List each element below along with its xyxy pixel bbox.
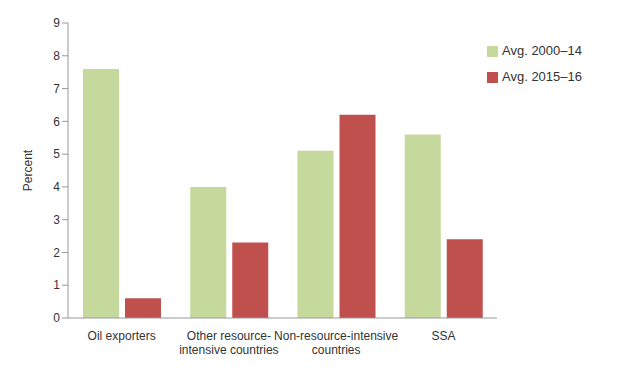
svg-text:3: 3 xyxy=(53,213,60,227)
svg-text:7: 7 xyxy=(53,82,60,96)
svg-text:SSA: SSA xyxy=(431,329,455,343)
svg-text:Percent: Percent xyxy=(21,149,35,191)
svg-text:2: 2 xyxy=(53,246,60,260)
svg-text:6: 6 xyxy=(53,115,60,129)
html-text:Avg. 2000–14: Avg. 2000–14 xyxy=(502,43,582,58)
svg-text:Other resource-intensive count: Other resource-intensive countries xyxy=(179,329,278,357)
svg-text:8: 8 xyxy=(53,49,60,63)
svg-text:5: 5 xyxy=(53,147,60,161)
svg-text:1: 1 xyxy=(53,278,60,292)
svg-text:Oil exporters: Oil exporters xyxy=(88,329,156,343)
svg-text:Non-resource-intensivecountrie: Non-resource-intensivecountries xyxy=(274,329,398,357)
svg-text:0: 0 xyxy=(53,311,60,325)
html-text:Avg. 2015–16: Avg. 2015–16 xyxy=(502,69,582,84)
svg-text:4: 4 xyxy=(53,180,60,194)
svg-text:9: 9 xyxy=(53,16,60,30)
